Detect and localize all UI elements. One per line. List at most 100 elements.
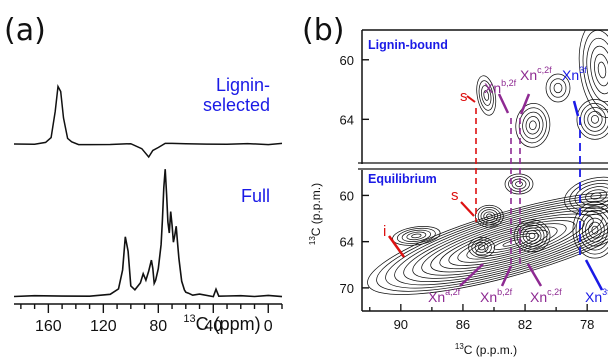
contour-peak-s (481, 85, 492, 106)
contour-peak-xn-3f (578, 209, 608, 251)
pointer-xn-c2f-top (519, 93, 531, 115)
pointer-xn-3f-top (572, 100, 580, 117)
x-tick-label: 78 (580, 317, 594, 332)
pointer-xn-a2f (459, 263, 484, 287)
panel-b-y-axis-label: 13C (p.p.m.) (308, 183, 323, 245)
contour-peak-xn-3f (580, 102, 608, 136)
contour-peak-upper (515, 181, 523, 187)
x-tick-label: 80 (149, 318, 167, 335)
legend-full: Full (241, 186, 270, 206)
panel-b-x-axis-label: 13C (p.p.m.) (455, 342, 517, 357)
panel-a: (a) Lignin- selected Full 160 120 80 40 0 13… (4, 13, 283, 335)
contour-peak-xn-3f (581, 213, 608, 247)
y-ticks-equilibrium: 60 64 70 (340, 188, 369, 296)
peak-label-xn-3f-top: Xn3f (562, 65, 587, 83)
panel-a-label: (a) (4, 13, 46, 48)
contour-peak-s (486, 213, 493, 219)
x-tick-label: 40 (204, 318, 222, 335)
contour-main-ridge (466, 226, 558, 260)
contour-peak-s (483, 211, 496, 222)
x-tick-label: 0 (264, 318, 273, 335)
contour-ridge-edge (585, 189, 607, 203)
peak-label-xn-b2f-bottom: Xnb,2f (480, 287, 513, 305)
contour-ridge-edge (590, 192, 602, 200)
panel-a-x-ticks: 160 120 80 40 0 (20, 304, 283, 335)
pointer-xn-3f-bottom (584, 259, 604, 291)
y-tick-label: 64 (340, 112, 354, 127)
peak-label-i: i (383, 223, 386, 240)
peak-label-xn-a2f: Xna,2f (428, 287, 461, 305)
contour-peak-i (396, 227, 436, 244)
pointer-s-bottom (460, 201, 475, 217)
contour-main-ridge (484, 232, 540, 254)
contours-lignin-bound (476, 30, 608, 148)
contour-ridge-edge (574, 183, 608, 209)
peak-label-xn-c2f-bottom: Xnc,2f (530, 287, 562, 305)
contour-peak-xn-3f (591, 225, 599, 235)
contour-peak-xn-2f (529, 120, 537, 131)
spectrum-line-full (13, 169, 283, 298)
contour-peak-xn-2f (516, 222, 548, 250)
contour-peak-xn-3f (575, 205, 608, 255)
contour-main-ridge (385, 197, 608, 289)
contour-main-ridge (376, 194, 608, 292)
y-tick-label: 64 (340, 235, 354, 250)
contour-peak-s (478, 80, 494, 111)
panel-a-legend: Lignin- selected Full (203, 75, 270, 206)
contour-peak-extra (545, 73, 571, 103)
contour-main-ridge (457, 223, 567, 263)
contour-peak-xn-2f (519, 224, 545, 247)
subplot-equilibrium: 60 64 70 90 86 82 78 Equilibrium (340, 170, 608, 332)
pointer-s-top (466, 95, 476, 103)
contour-main-ridge (430, 213, 594, 273)
contour-peak-upper (511, 178, 527, 190)
contour-peak-xn-3f (590, 114, 599, 124)
contour-ridge-edge (597, 61, 607, 79)
contour-peak-xn-2f (522, 227, 542, 245)
peak-labels: s Xnb,2f Xnc,2f Xn3f s i Xna,2f Xnb,2f X… (383, 65, 608, 305)
peak-label-s-top: s (460, 88, 468, 105)
legend-lignin-selected-line2: selected (203, 95, 270, 115)
contour-peak-xn-2f (528, 232, 536, 239)
subplot-lignin-bound: 60 64 Lignin-bound (340, 29, 608, 164)
x-tick-label: 160 (35, 318, 62, 335)
contour-main-ridge (367, 191, 608, 295)
contour-peak-xn-3f (587, 110, 603, 128)
spectrum-line-lignin-selected (13, 84, 283, 159)
contour-peak-xn-3f (585, 217, 605, 243)
contour-peak-xn-2f (525, 116, 541, 135)
contour-main-ridge (448, 220, 576, 266)
contour-peak-xn-2f (522, 111, 544, 139)
contour-peak-i (406, 231, 427, 241)
contours-equilibrium (367, 173, 608, 295)
contour-ridge-edge (594, 53, 608, 87)
contour-peak-xn-3f (583, 106, 607, 132)
contour-peak-s (483, 90, 490, 101)
contour-peak-upper (508, 176, 530, 192)
contour-peak-s (477, 207, 501, 226)
x-tick-label: 82 (518, 317, 532, 332)
contour-peak-s (476, 75, 497, 116)
peak-pointers (387, 93, 604, 291)
contour-peak-xn-3f (588, 221, 602, 239)
y-ticks-lignin-bound: 60 64 (340, 53, 369, 127)
contour-peak-xn-2f (518, 107, 547, 144)
peak-label-xn-c2f-top: Xnc,2f (520, 65, 552, 83)
y-tick-label: 60 (340, 188, 354, 203)
subplot-title-lignin-bound: Lignin-bound (368, 38, 448, 52)
peak-label-s-bottom: s (451, 187, 459, 204)
panel-b-label: (b) (302, 13, 344, 48)
contour-ridge-edge (564, 176, 608, 216)
contour-ridge-edge (586, 37, 608, 103)
panel-b: (b) 60 64 Lignin-bound 60 64 70 90 86 82 78 Eq… (302, 13, 608, 357)
peak-connectors (475, 108, 581, 268)
x-tick-label: 86 (456, 317, 470, 332)
peak-label-xn-b2f-top: Xnb,2f (484, 78, 517, 96)
peak-label-xn-3f-bottom: Xn3f (585, 287, 608, 305)
contour-peak-xn-a2f (477, 244, 486, 251)
subplot-title-equilibrium: Equilibrium (368, 172, 437, 186)
contour-main-ridge (412, 207, 608, 279)
axis-break (358, 162, 608, 170)
contour-ridge-edge (569, 179, 608, 213)
